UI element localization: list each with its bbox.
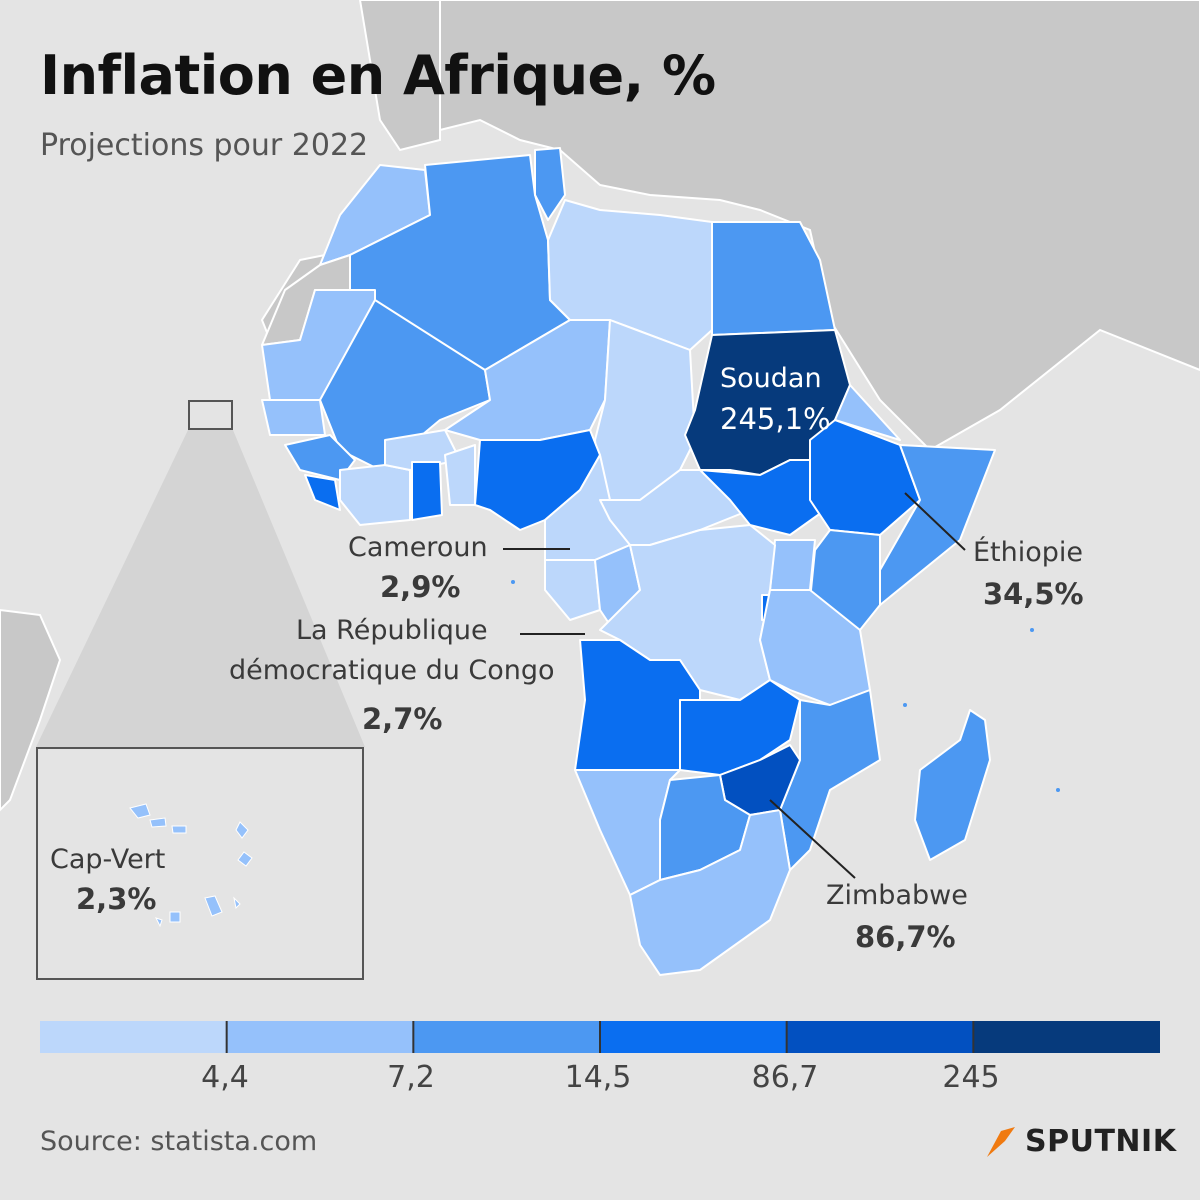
label-cameroun: Cameroun	[348, 532, 488, 563]
country-ethiopia	[809, 419, 921, 536]
cape-verde-locator-box	[188, 400, 233, 430]
value-ethiopie: 34,5%	[983, 577, 1084, 611]
country-zambia	[679, 679, 801, 776]
country-south-africa	[629, 809, 791, 976]
country-uganda	[769, 539, 816, 591]
value-drc: 2,7%	[362, 702, 443, 736]
leader-ethiopia	[904, 492, 966, 551]
country-tunisia	[534, 147, 566, 221]
inset-cone	[36, 430, 365, 747]
legend-swatch-1	[40, 1021, 227, 1053]
legend-bar	[40, 1021, 1160, 1053]
value-cap-vert: 2,3%	[76, 882, 157, 916]
page-subtitle: Projections pour 2022	[40, 128, 369, 163]
label-soudan: Soudan	[720, 363, 822, 394]
brand-logo: SPUTNIK	[985, 1124, 1176, 1159]
value-soudan: 245,1%	[720, 402, 831, 436]
label-cap-vert: Cap-Vert	[50, 844, 166, 875]
label-drc-line1: La République	[296, 615, 488, 646]
legend-swatch-5	[786, 1021, 974, 1053]
africa-countries	[261, 147, 996, 976]
small-islands	[511, 580, 1060, 792]
sputnik-icon	[987, 1126, 1015, 1157]
value-zimbabwe: 86,7%	[855, 920, 956, 954]
legend-swatch-6	[973, 1021, 1160, 1053]
legend-label-2: 7,2	[387, 1060, 435, 1095]
leader-lines	[503, 492, 966, 879]
cape-verde-inset-box	[36, 747, 364, 980]
country-ghana	[411, 461, 443, 521]
country-eritrea	[834, 384, 901, 441]
value-cameroun: 2,9%	[380, 570, 461, 604]
legend-label-1: 4,4	[201, 1060, 249, 1095]
country-gabon	[544, 559, 601, 621]
country-egypt	[711, 221, 836, 336]
page-title: Inflation en Afrique, %	[40, 44, 716, 107]
country-benin	[444, 444, 476, 506]
country-senegal	[261, 399, 326, 436]
legend-swatch-4	[600, 1021, 787, 1053]
leader-zimbabwe	[769, 799, 856, 879]
country-madagascar	[914, 709, 991, 861]
country-liberia	[304, 474, 341, 511]
label-drc-line2: démocratique du Congo	[229, 655, 555, 686]
legend-label-4: 86,7	[751, 1060, 819, 1095]
label-zimbabwe: Zimbabwe	[826, 880, 968, 911]
label-ethiopie: Éthiopie	[973, 537, 1084, 568]
source-text: Source: statista.com	[40, 1126, 318, 1157]
legend-swatch-2	[226, 1021, 414, 1053]
legend-label-3: 14,5	[564, 1060, 632, 1095]
legend-swatch-3	[413, 1021, 600, 1053]
brand-name: SPUTNIK	[1025, 1124, 1177, 1159]
country-cote-divoire	[339, 464, 411, 526]
cape-verde-islands	[129, 803, 253, 928]
legend-label-5: 245	[942, 1060, 1000, 1095]
